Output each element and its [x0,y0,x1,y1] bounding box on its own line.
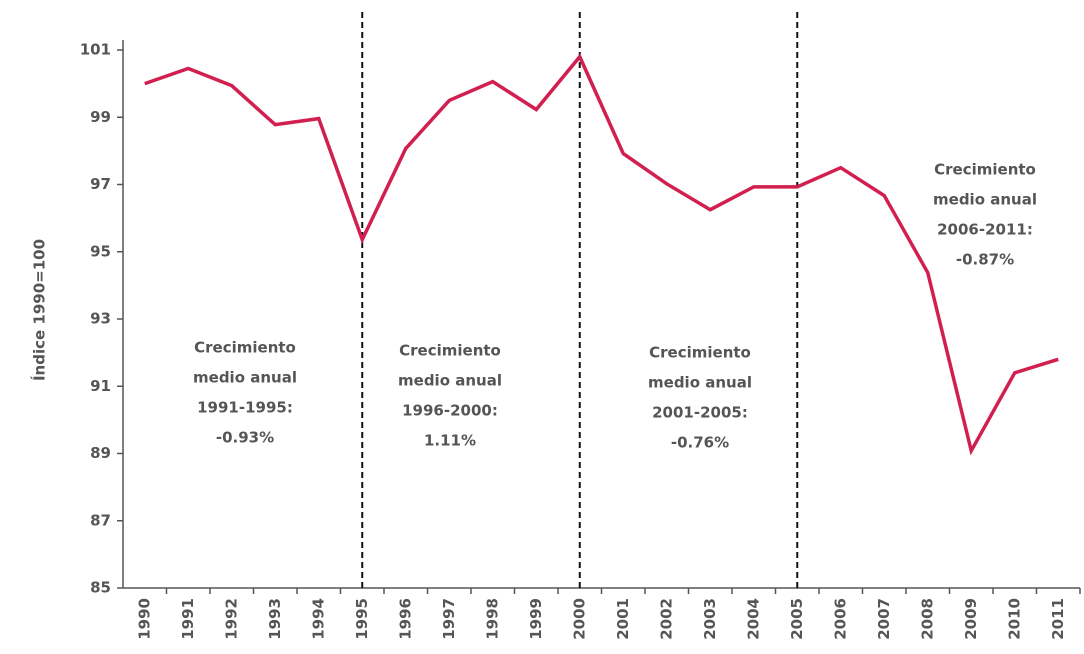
y-tick-label: 97 [90,175,111,193]
y-tick-label: 85 [90,579,111,597]
annotation: -0.87% [956,251,1014,269]
annotation: Crecimiento [194,339,296,357]
annotation: 1991-1995: [197,399,293,417]
x-tick-label: 2005 [788,598,806,640]
x-tick-label: 2003 [701,598,719,640]
y-axis-label: Índice 1990=100 [30,239,49,381]
annotation: Crecimiento [649,344,751,362]
annotation: 1996-2000: [402,402,498,420]
annotation: -0.93% [216,429,274,447]
annotation: medio anual [398,372,502,390]
y-tick-label: 89 [90,444,111,462]
annotation: Crecimiento [399,342,501,360]
y-tick-label: 93 [90,310,111,328]
x-tick-label: 2004 [744,598,762,640]
x-tick-label: 2008 [918,598,936,640]
annotation: 2001-2005: [652,404,748,422]
x-tick-label: 2010 [1005,598,1023,640]
y-tick-label: 101 [80,41,111,59]
annotation: -0.76% [671,434,729,452]
y-tick-label: 95 [90,242,111,260]
x-tick-label: 2002 [657,598,675,640]
annotation: 1.11% [424,432,476,450]
x-tick-label: 1997 [440,598,458,640]
annotation: 2006-2011: [937,221,1033,239]
x-tick-label: 2009 [962,598,980,640]
x-tick-label: 2011 [1049,598,1067,640]
x-tick-label: 2007 [875,598,893,640]
y-tick-label: 99 [90,108,111,126]
annotation: medio anual [648,374,752,392]
x-tick-label: 1998 [483,598,501,640]
x-tick-label: 2006 [831,598,849,640]
x-tick-label: 1991 [179,598,197,640]
annotation: Crecimiento [934,161,1036,179]
data-line [144,53,1059,456]
x-tick-label: 1996 [396,598,414,640]
annotation: medio anual [193,369,297,387]
x-tick-label: 1992 [222,598,240,640]
y-tick-label: 87 [90,511,111,529]
x-tick-label: 2000 [570,598,588,640]
x-tick-label: 1995 [353,598,371,640]
x-tick-label: 1990 [135,598,153,640]
x-tick-label: 1994 [309,598,327,640]
x-tick-label: 2001 [614,598,632,640]
annotation: medio anual [933,191,1037,209]
x-tick-label: 1993 [266,598,284,640]
y-tick-label: 91 [90,377,111,395]
x-tick-label: 1999 [527,598,545,640]
